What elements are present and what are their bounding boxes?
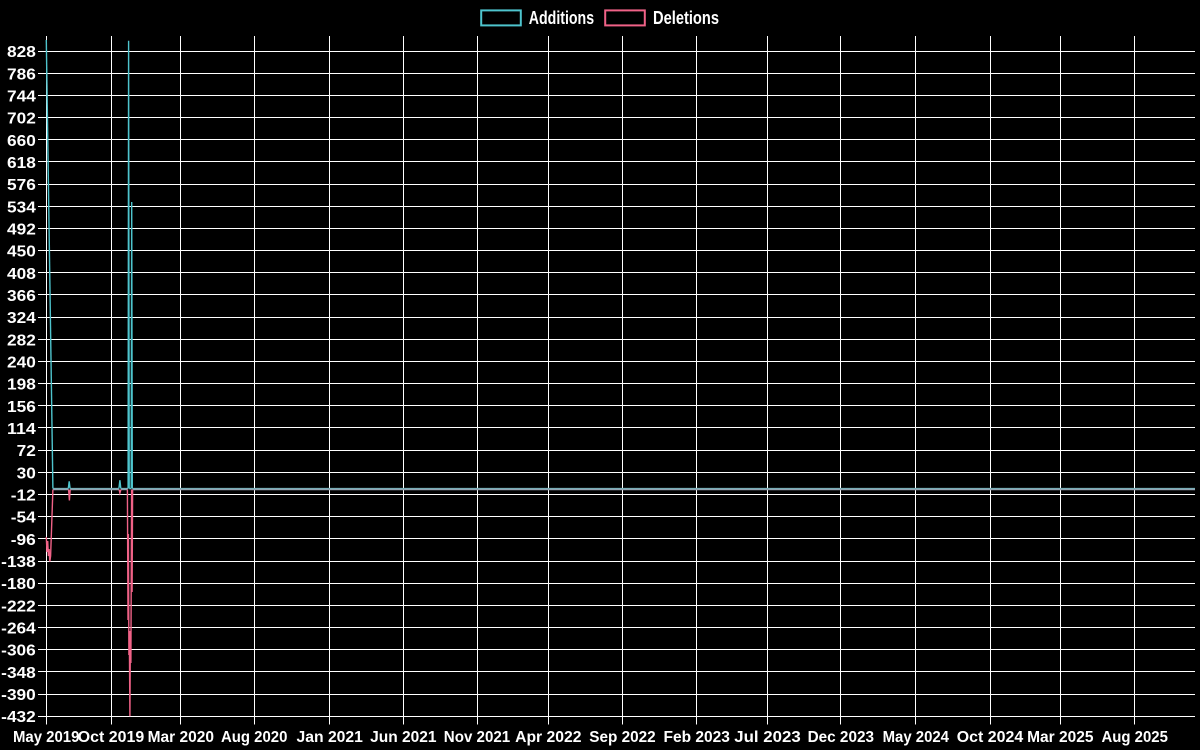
svg-text:-348: -348 xyxy=(1,665,36,682)
svg-text:Sep 2022: Sep 2022 xyxy=(589,729,655,746)
svg-text:Apr 2022: Apr 2022 xyxy=(515,729,581,746)
svg-text:30: 30 xyxy=(17,465,36,482)
svg-text:534: 534 xyxy=(7,199,36,216)
svg-text:Additions: Additions xyxy=(529,8,594,28)
svg-text:-96: -96 xyxy=(11,532,36,549)
svg-text:408: 408 xyxy=(7,266,36,283)
svg-text:Mar 2020: Mar 2020 xyxy=(148,729,214,746)
svg-text:-390: -390 xyxy=(1,687,36,704)
svg-text:Jun 2021: Jun 2021 xyxy=(370,729,436,746)
svg-text:-264: -264 xyxy=(1,621,36,638)
svg-text:-54: -54 xyxy=(11,510,36,527)
svg-text:Deletions: Deletions xyxy=(653,8,719,28)
svg-text:-222: -222 xyxy=(1,598,36,615)
svg-text:-306: -306 xyxy=(1,643,36,660)
svg-text:114: 114 xyxy=(7,421,36,438)
svg-text:Oct 2024: Oct 2024 xyxy=(957,729,1023,746)
svg-text:Mar 2025: Mar 2025 xyxy=(1027,729,1093,746)
svg-text:282: 282 xyxy=(7,332,36,349)
svg-text:618: 618 xyxy=(7,155,36,172)
svg-text:156: 156 xyxy=(7,399,36,416)
svg-text:72: 72 xyxy=(17,443,36,460)
svg-text:May 2019: May 2019 xyxy=(13,729,79,746)
svg-text:Nov 2021: Nov 2021 xyxy=(444,729,510,746)
svg-text:366: 366 xyxy=(7,288,36,305)
svg-text:Aug 2025: Aug 2025 xyxy=(1102,729,1168,746)
svg-text:Oct 2019: Oct 2019 xyxy=(78,729,144,746)
svg-text:492: 492 xyxy=(7,221,36,238)
svg-text:Dec 2023: Dec 2023 xyxy=(808,729,874,746)
svg-text:-12: -12 xyxy=(11,488,36,505)
svg-text:744: 744 xyxy=(7,88,36,105)
svg-text:660: 660 xyxy=(7,133,36,150)
svg-text:702: 702 xyxy=(7,111,36,128)
svg-text:-138: -138 xyxy=(1,554,36,571)
svg-text:240: 240 xyxy=(7,354,36,371)
svg-text:786: 786 xyxy=(7,66,36,83)
svg-text:Feb 2023: Feb 2023 xyxy=(664,729,730,746)
svg-text:828: 828 xyxy=(7,44,36,61)
svg-text:Jan 2021: Jan 2021 xyxy=(297,729,363,746)
svg-text:324: 324 xyxy=(7,310,36,327)
svg-text:May 2024: May 2024 xyxy=(883,729,949,746)
svg-text:198: 198 xyxy=(7,377,36,394)
svg-text:Aug 2020: Aug 2020 xyxy=(221,729,287,746)
svg-text:450: 450 xyxy=(7,244,36,261)
svg-text:-180: -180 xyxy=(1,576,36,593)
svg-text:576: 576 xyxy=(7,177,36,194)
svg-text:Jul 2023: Jul 2023 xyxy=(734,729,801,746)
svg-text:-432: -432 xyxy=(1,709,36,726)
